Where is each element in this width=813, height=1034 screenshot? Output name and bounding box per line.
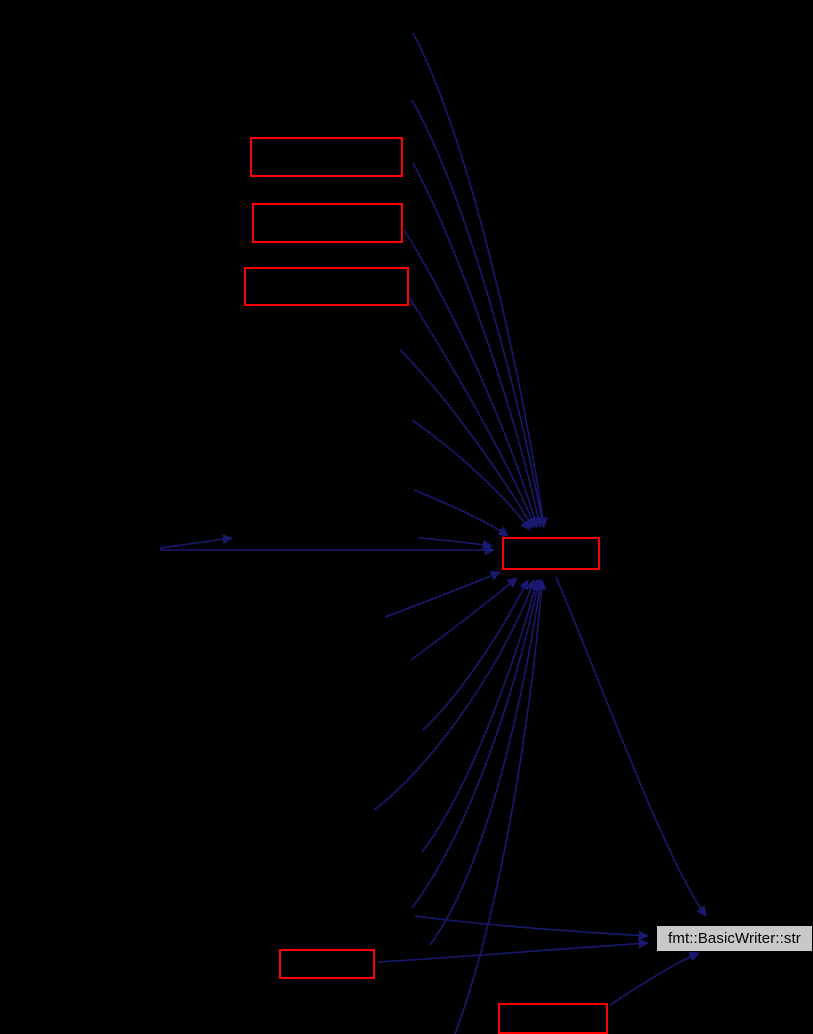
edge-caller-bottom-7 [429,578,545,946]
graph-node-2[interactable] [252,203,403,243]
edge-caller-bottom-2 [410,577,518,661]
edge-caller-bottom-1 [384,570,501,618]
graph-node-center[interactable] [502,537,600,570]
edge-caller-top-2 [411,99,547,529]
edge-caller-top-3 [412,162,544,529]
graph-node-fmt-basicwriter-str[interactable]: fmt::BasicWriter::str [656,925,813,952]
edge-caller-top-7 [411,419,531,531]
edge-bottombox-to-target [609,951,700,1006]
graph-node-5[interactable] [279,949,375,979]
edge-caller-bottom-5 [421,578,540,853]
edge-caller-top-6 [399,349,534,529]
edge-caller-bottom-8 [454,578,547,1034]
edge-caller-left-arrowhead [159,534,234,549]
edge-center-to-target [555,576,707,917]
edge-caller-top-8 [413,489,509,537]
edge-caller-top-5 [408,296,537,528]
edge-caller-bottom-3 [422,579,529,731]
graph-node-3[interactable] [244,267,409,306]
graph-node-6[interactable] [498,1003,608,1034]
graph-node-fmt-basicwriter-str-label: fmt::BasicWriter::str [668,930,801,947]
edge-caller-left-1 [417,537,494,550]
edge-to-target-2 [377,938,650,963]
edge-to-target-1 [414,915,650,941]
graph-node-1[interactable] [250,137,403,177]
edge-caller-top-4 [403,229,540,528]
edge-caller-top-1 [412,32,548,529]
edge-caller-bottom-6 [411,578,543,909]
edge-caller-bottom-4 [373,579,536,811]
